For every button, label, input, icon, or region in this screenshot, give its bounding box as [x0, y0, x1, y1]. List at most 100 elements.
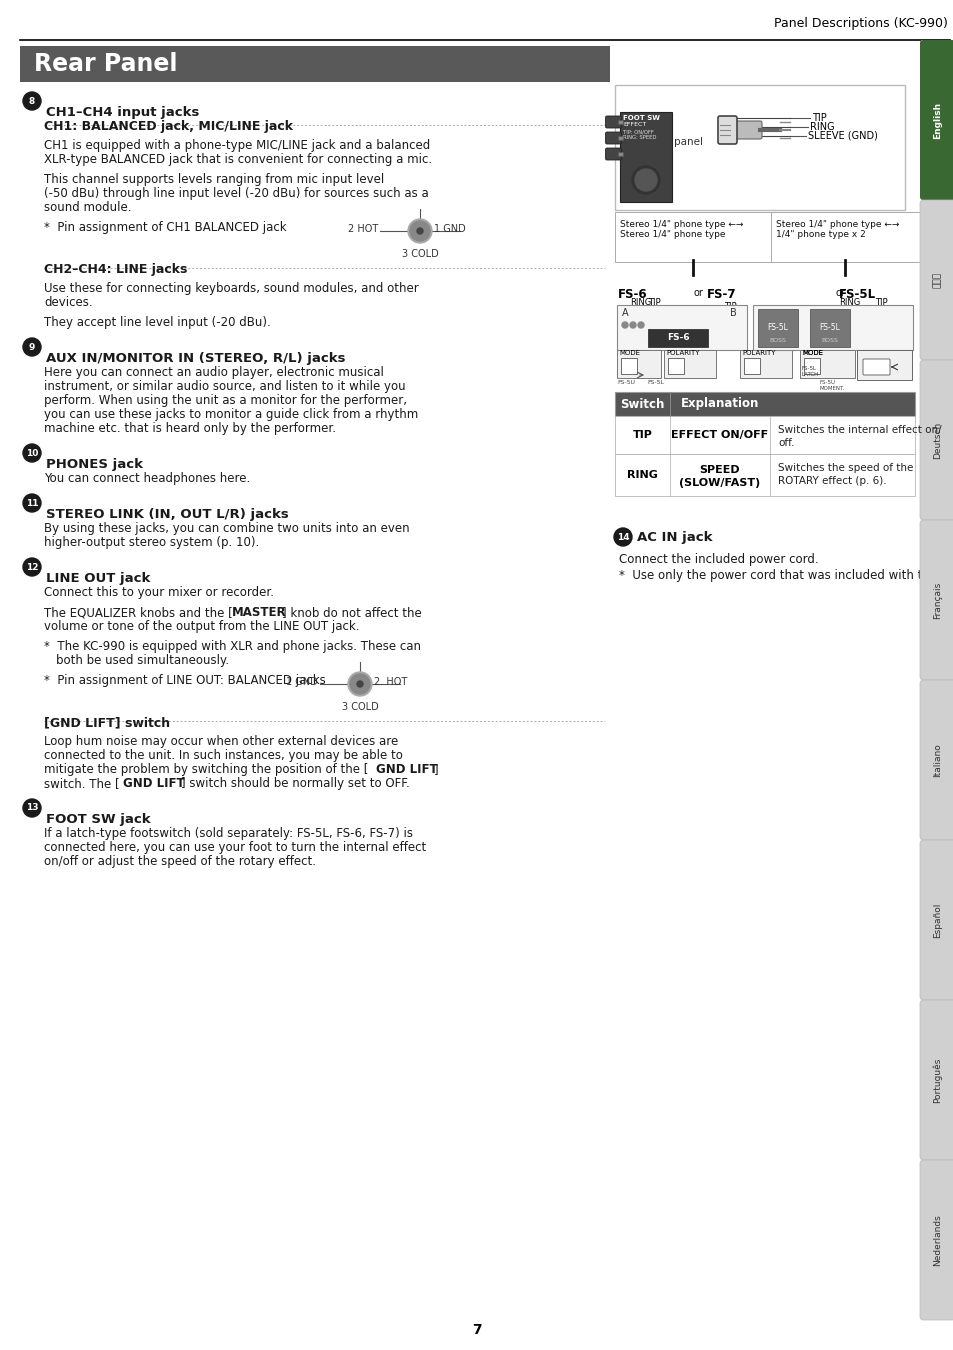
FancyBboxPatch shape	[752, 305, 912, 350]
Text: FS-5L: FS-5L	[838, 288, 875, 301]
Text: (SLOW/FAST): (SLOW/FAST)	[679, 478, 760, 487]
Text: switch. The [: switch. The [	[44, 778, 119, 790]
Text: Rear panel: Rear panel	[646, 136, 702, 147]
Text: Loop hum noise may occur when other external devices are: Loop hum noise may occur when other exte…	[44, 734, 397, 748]
FancyBboxPatch shape	[647, 329, 707, 347]
Text: ]: ]	[434, 763, 438, 776]
Text: RING: RING	[626, 470, 658, 481]
Text: The EQUALIZER knobs and the [: The EQUALIZER knobs and the [	[44, 606, 233, 620]
Text: TIP: TIP	[647, 298, 659, 306]
Text: GND LIFT: GND LIFT	[123, 778, 185, 790]
FancyBboxPatch shape	[615, 454, 914, 495]
Text: RING: SPEED: RING: SPEED	[622, 135, 656, 140]
Text: PHONES jack: PHONES jack	[46, 458, 143, 471]
Text: SPEED: SPEED	[699, 464, 740, 475]
Text: XLR-type BALANCED jack that is convenient for connecting a mic.: XLR-type BALANCED jack that is convenien…	[44, 153, 432, 166]
Text: If a latch-type footswitch (sold separately: FS-5L, FS-6, FS-7) is: If a latch-type footswitch (sold separat…	[44, 828, 413, 840]
FancyBboxPatch shape	[770, 212, 921, 262]
Text: Connect the included power cord.: Connect the included power cord.	[618, 554, 818, 566]
Text: RING: RING	[809, 122, 834, 132]
Text: 日本語: 日本語	[932, 271, 941, 288]
FancyBboxPatch shape	[743, 358, 760, 374]
Text: 1 GND: 1 GND	[286, 676, 317, 687]
Text: SLEEVE (GND): SLEEVE (GND)	[807, 131, 877, 140]
Text: TIP: TIP	[811, 113, 826, 123]
Text: 12: 12	[26, 563, 38, 571]
Text: 14: 14	[616, 532, 629, 541]
Text: TIP: ON/OFF: TIP: ON/OFF	[622, 130, 653, 134]
Text: or: or	[834, 288, 844, 298]
Text: 3 COLD: 3 COLD	[341, 702, 378, 711]
Text: AC IN jack: AC IN jack	[637, 531, 712, 544]
FancyBboxPatch shape	[740, 350, 791, 378]
Text: Português: Português	[932, 1057, 942, 1103]
Circle shape	[23, 558, 41, 576]
Text: ] switch should be normally set to OFF.: ] switch should be normally set to OFF.	[181, 778, 410, 790]
Text: volume or tone of the output from the LINE OUT jack.: volume or tone of the output from the LI…	[44, 620, 359, 633]
Text: TIP: TIP	[632, 431, 652, 440]
Text: MODE: MODE	[618, 350, 639, 356]
Text: TIP: TIP	[874, 298, 886, 306]
Text: EFFECT: EFFECT	[622, 122, 645, 127]
Text: connected here, you can use your foot to turn the internal effect: connected here, you can use your foot to…	[44, 841, 426, 855]
Circle shape	[614, 528, 631, 545]
Text: A: A	[621, 308, 628, 319]
FancyBboxPatch shape	[617, 350, 660, 378]
Text: 11: 11	[26, 498, 38, 508]
Circle shape	[23, 799, 41, 817]
Text: 9: 9	[29, 343, 35, 351]
Text: AUX IN/MONITOR IN (STEREO, R/L) jacks: AUX IN/MONITOR IN (STEREO, R/L) jacks	[46, 352, 345, 365]
Text: FS-6: FS-6	[666, 333, 689, 343]
Text: POLARITY: POLARITY	[665, 350, 699, 356]
Circle shape	[348, 672, 372, 697]
Text: MODE: MODE	[801, 350, 822, 356]
Text: CH2–CH4: LINE jacks: CH2–CH4: LINE jacks	[44, 263, 187, 275]
Text: CH1–CH4 input jacks: CH1–CH4 input jacks	[46, 107, 199, 119]
Text: Use these for connecting keyboards, sound modules, and other: Use these for connecting keyboards, soun…	[44, 282, 418, 296]
Text: EFFECT ON/OFF: EFFECT ON/OFF	[671, 431, 768, 440]
FancyBboxPatch shape	[615, 416, 914, 454]
Circle shape	[410, 221, 430, 242]
Text: 8: 8	[29, 96, 35, 105]
Text: B: B	[729, 308, 736, 319]
Text: FS-5L: FS-5L	[646, 379, 663, 385]
Text: mitigate the problem by switching the position of the [: mitigate the problem by switching the po…	[44, 763, 368, 776]
FancyBboxPatch shape	[758, 309, 797, 347]
Circle shape	[23, 338, 41, 356]
FancyBboxPatch shape	[919, 200, 953, 360]
Text: POLARITY: POLARITY	[741, 350, 775, 356]
FancyBboxPatch shape	[605, 148, 620, 161]
Text: 2. HOT: 2. HOT	[374, 676, 407, 687]
Text: FS-6: FS-6	[618, 288, 647, 301]
Text: instrument, or similar audio source, and listen to it while you: instrument, or similar audio source, and…	[44, 379, 405, 393]
Text: Connect this to your mixer or recorder.: Connect this to your mixer or recorder.	[44, 586, 274, 599]
Text: 3 COLD: 3 COLD	[401, 248, 438, 259]
Text: English: English	[932, 101, 941, 139]
FancyBboxPatch shape	[617, 305, 746, 350]
Circle shape	[416, 228, 422, 234]
FancyBboxPatch shape	[718, 116, 737, 144]
Text: LATCH: LATCH	[801, 373, 819, 377]
Text: FS-5L: FS-5L	[767, 324, 787, 332]
Text: MOMENT.: MOMENT.	[820, 386, 844, 391]
FancyBboxPatch shape	[862, 359, 889, 375]
FancyBboxPatch shape	[920, 40, 953, 1320]
FancyBboxPatch shape	[856, 350, 911, 379]
Text: perform. When using the unit as a monitor for the performer,: perform. When using the unit as a monito…	[44, 394, 407, 406]
FancyBboxPatch shape	[803, 358, 820, 374]
Text: 1/4" phone type x 2: 1/4" phone type x 2	[775, 230, 864, 239]
Circle shape	[635, 169, 657, 190]
FancyBboxPatch shape	[919, 360, 953, 520]
Text: Explanation: Explanation	[680, 397, 759, 410]
Text: (-50 dBu) through line input level (-20 dBu) for sources such as a: (-50 dBu) through line input level (-20 …	[44, 188, 428, 200]
Text: *  Pin assignment of CH1 BALANCED jack: * Pin assignment of CH1 BALANCED jack	[44, 221, 286, 234]
FancyBboxPatch shape	[667, 358, 683, 374]
Text: BOSS: BOSS	[769, 338, 785, 343]
FancyBboxPatch shape	[919, 1160, 953, 1320]
Text: FS-7: FS-7	[706, 288, 736, 301]
FancyBboxPatch shape	[919, 840, 953, 1000]
Text: 10: 10	[26, 448, 38, 458]
Text: 7: 7	[472, 1323, 481, 1336]
Text: machine etc. that is heard only by the performer.: machine etc. that is heard only by the p…	[44, 423, 335, 435]
Circle shape	[23, 92, 41, 109]
